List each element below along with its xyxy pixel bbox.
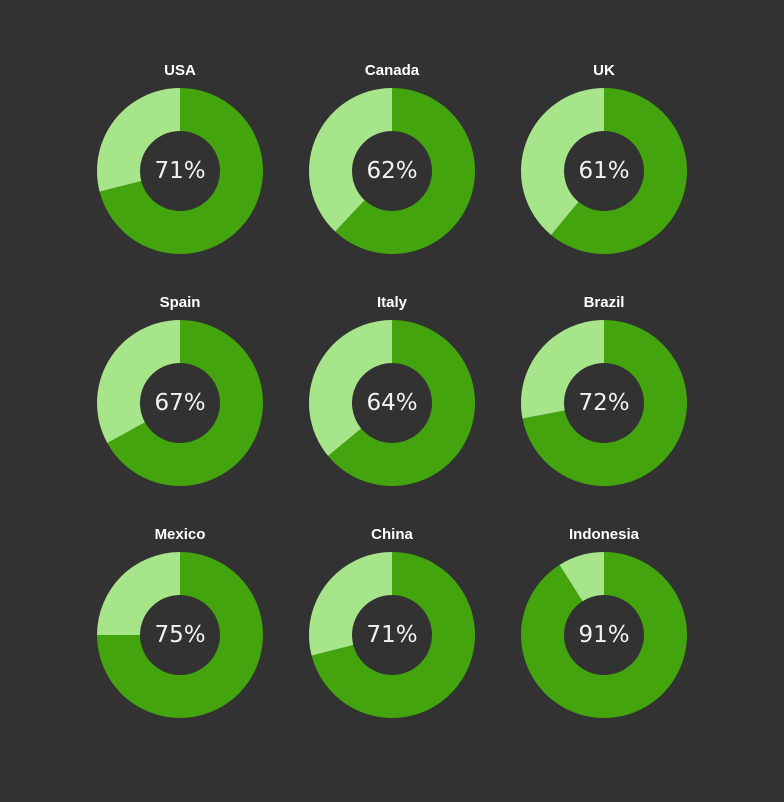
chart-title: Mexico <box>154 526 206 543</box>
value-segment <box>328 320 475 486</box>
donut-ring <box>97 320 263 486</box>
donut-ring <box>309 88 475 254</box>
percent-label: 91% <box>578 622 630 648</box>
donut-ring <box>97 552 263 718</box>
remainder-segment <box>521 88 604 235</box>
chart-title: Canada <box>364 62 420 79</box>
donut-ring <box>309 552 475 718</box>
donut-ring <box>521 552 687 718</box>
chart-title: China <box>371 526 413 543</box>
value-segment <box>335 88 475 254</box>
percent-label: 61% <box>578 158 630 184</box>
percent-label: 71% <box>366 622 418 648</box>
donut-chart-usa: USA 71% <box>80 61 280 281</box>
remainder-segment <box>521 320 604 419</box>
remainder-segment <box>97 88 180 192</box>
chart-title: Indonesia <box>568 526 639 543</box>
remainder-segment <box>97 320 180 443</box>
donut-chart-uk: UK 61% <box>504 61 704 281</box>
donut-chart-china: China 71% <box>292 525 492 745</box>
percent-label: 72% <box>578 390 630 416</box>
percent-label: 75% <box>154 622 206 648</box>
chart-title: USA <box>164 62 196 79</box>
donut-chart-spain: Spain 67% <box>80 293 280 513</box>
remainder-segment <box>97 552 180 635</box>
remainder-segment <box>559 552 604 602</box>
value-segment <box>521 552 687 718</box>
donut-ring <box>97 88 263 254</box>
chart-title: UK <box>593 62 615 79</box>
remainder-segment <box>309 320 392 456</box>
donut-ring <box>521 88 687 254</box>
donut-chart-brazil: Brazil 72% <box>504 293 704 513</box>
percent-label: 64% <box>366 390 418 416</box>
percent-label: 71% <box>154 158 206 184</box>
donut-chart-mexico: Mexico 75% <box>80 525 280 745</box>
remainder-segment <box>309 552 392 656</box>
donut-ring <box>521 320 687 486</box>
value-segment <box>107 320 263 486</box>
donut-ring <box>309 320 475 486</box>
value-segment <box>551 88 687 254</box>
remainder-segment <box>309 88 392 232</box>
chart-title: Italy <box>376 294 407 311</box>
chart-title: Brazil <box>583 294 625 311</box>
donut-chart-canada: Canada 62% <box>292 61 492 281</box>
chart-title: Spain <box>159 294 201 311</box>
donut-chart-italy: Italy 64% <box>292 293 492 513</box>
value-segment <box>522 320 687 486</box>
percent-label: 67% <box>154 390 206 416</box>
value-segment <box>311 552 475 718</box>
donut-chart-indonesia: Indonesia 91% <box>504 525 704 745</box>
percent-label: 62% <box>366 158 418 184</box>
value-segment <box>97 552 263 718</box>
value-segment <box>99 88 263 254</box>
